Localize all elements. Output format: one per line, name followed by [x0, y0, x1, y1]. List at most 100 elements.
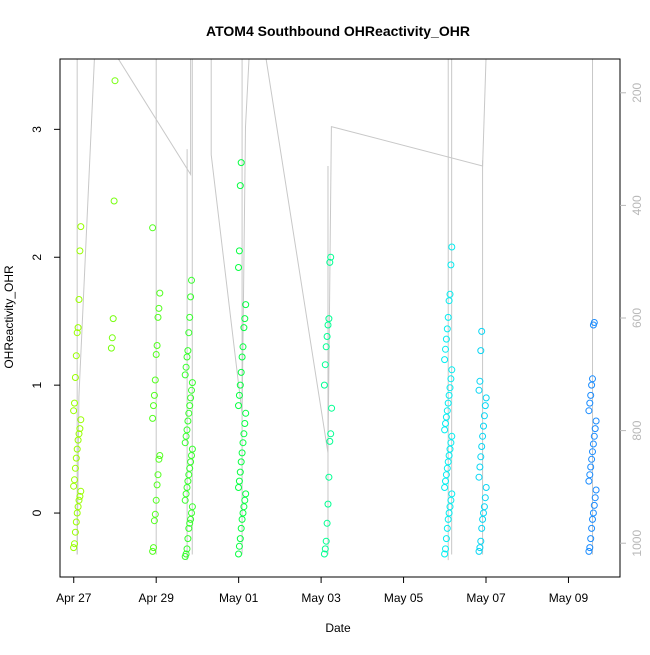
- data-point: [588, 524, 596, 532]
- data-point: [324, 321, 332, 329]
- data-point: [187, 293, 195, 301]
- data-point: [242, 301, 250, 309]
- data-point: [183, 426, 191, 434]
- data-point: [155, 304, 163, 312]
- data-point: [73, 445, 81, 453]
- data-point: [323, 333, 331, 340]
- data-point: [182, 363, 190, 371]
- data-point: [322, 537, 330, 545]
- data-point: [235, 247, 243, 255]
- data-point: [445, 391, 453, 399]
- data-point: [184, 477, 192, 485]
- data-point: [187, 515, 195, 523]
- data-point: [444, 515, 452, 523]
- data-point: [151, 376, 159, 384]
- data-point: [589, 509, 597, 517]
- data-point: [326, 437, 334, 445]
- data-point: [476, 544, 484, 552]
- data-point: [443, 464, 451, 472]
- data-point: [239, 509, 247, 517]
- data-point: [150, 391, 158, 399]
- data-point: [152, 496, 160, 504]
- data-point: [476, 463, 484, 471]
- data-point: [242, 409, 250, 417]
- data-point: [476, 377, 484, 385]
- data-point: [71, 540, 78, 548]
- data-point: [73, 329, 81, 337]
- data-point: [325, 473, 333, 481]
- line-series-path: [76, 59, 593, 555]
- data-point: [71, 528, 79, 536]
- data-point: [444, 313, 452, 321]
- y2-tick-label: 400: [630, 195, 644, 215]
- data-point: [154, 471, 162, 479]
- data-point: [184, 347, 192, 355]
- data-point: [188, 509, 195, 517]
- point-cluster-2: [149, 224, 164, 555]
- data-point: [320, 381, 328, 389]
- data-point: [76, 425, 84, 433]
- data-point: [76, 247, 84, 255]
- data-point: [107, 344, 115, 352]
- data-point: [320, 550, 328, 558]
- data-point: [150, 402, 157, 410]
- data-point: [152, 351, 160, 358]
- data-point: [156, 452, 164, 459]
- data-point: [186, 519, 194, 527]
- data-point: [442, 420, 449, 427]
- data-point: [74, 503, 82, 511]
- data-point: [154, 313, 162, 321]
- data-point: [475, 473, 483, 481]
- y2-tick-label: 1000: [630, 530, 644, 557]
- data-point: [150, 544, 157, 552]
- data-point: [183, 484, 191, 491]
- data-point: [70, 544, 78, 552]
- data-point: [446, 290, 454, 298]
- data-point: [590, 319, 598, 326]
- data-point: [442, 535, 450, 543]
- data-point: [184, 535, 192, 543]
- point-cluster-3: [181, 276, 196, 560]
- data-point: [241, 420, 249, 427]
- data-point: [448, 243, 456, 251]
- data-point: [443, 407, 451, 415]
- data-point: [75, 496, 83, 504]
- data-point: [237, 368, 245, 376]
- point-cluster-7: [475, 327, 490, 555]
- data-point: [475, 547, 483, 555]
- data-point: [242, 490, 250, 498]
- data-point: [591, 494, 599, 502]
- data-point: [589, 375, 596, 383]
- data-point: [442, 345, 449, 353]
- data-point: [326, 258, 334, 266]
- chart-title: ATOM4 Southbound OHReactivity_OHR: [206, 23, 470, 39]
- data-point: [478, 443, 486, 450]
- data-point: [76, 492, 84, 500]
- data-point: [72, 518, 80, 526]
- y-tick-label: 1: [30, 381, 44, 388]
- data-point: [585, 477, 593, 485]
- data-point: [156, 289, 164, 297]
- data-point: [150, 517, 158, 525]
- data-point: [445, 297, 453, 305]
- data-point: [72, 352, 80, 360]
- data-point: [241, 315, 249, 323]
- data-point: [478, 327, 486, 335]
- data-point: [447, 439, 455, 447]
- data-point: [186, 313, 194, 321]
- data-point: [237, 524, 245, 532]
- data-point: [441, 484, 449, 491]
- data-point: [321, 361, 329, 369]
- data-point: [109, 315, 117, 323]
- data-point: [182, 490, 190, 498]
- data-point: [322, 343, 330, 351]
- data-point: [238, 515, 246, 523]
- data-point: [589, 440, 597, 448]
- data-point: [153, 481, 161, 489]
- data-point: [475, 386, 483, 394]
- data-point: [108, 334, 116, 342]
- data-point: [585, 547, 593, 555]
- x-tick-label: Apr 29: [139, 591, 175, 605]
- data-point: [478, 524, 486, 532]
- data-point: [241, 496, 249, 504]
